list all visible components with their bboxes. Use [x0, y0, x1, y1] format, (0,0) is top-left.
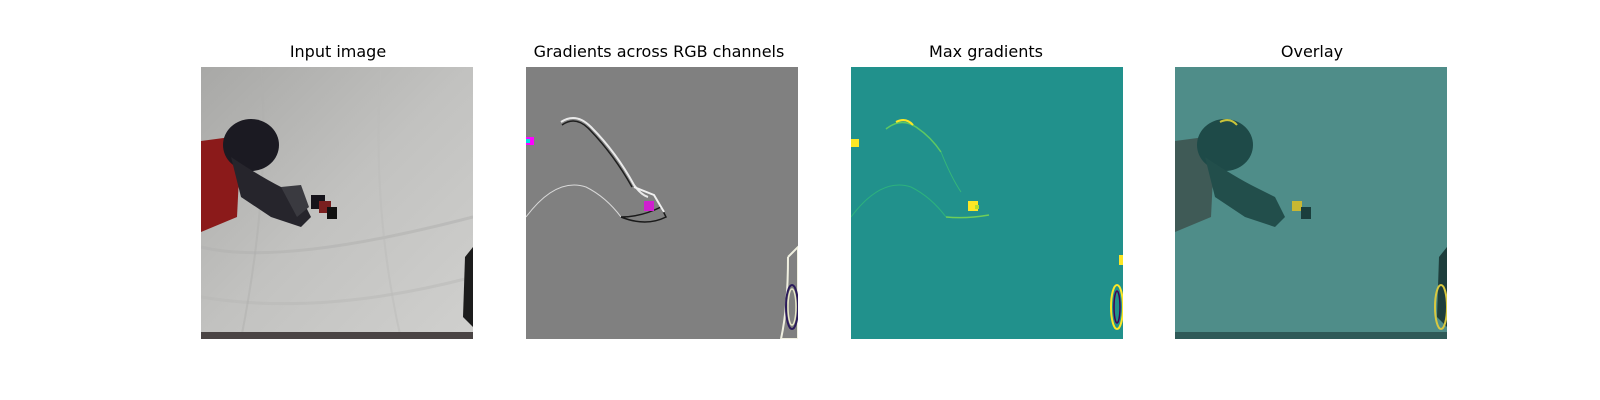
panel-title-input-image: Input image	[289, 42, 387, 61]
panel-title-overlay: Overlay	[1280, 42, 1344, 61]
panel-title-max-gradients: Max gradients	[929, 42, 1043, 61]
max-gradients-graphic	[851, 67, 1123, 339]
input-image-graphic	[201, 67, 473, 339]
rgb-gradients-image	[526, 67, 798, 339]
input-image	[201, 67, 473, 339]
overlay-image	[1175, 67, 1447, 339]
panel-title-rgb-gradients: Gradients across RGB channels	[533, 42, 785, 61]
rgb-gradients-graphic	[526, 67, 798, 339]
overlay-graphic	[1175, 67, 1447, 339]
max-gradients-image	[851, 67, 1123, 339]
